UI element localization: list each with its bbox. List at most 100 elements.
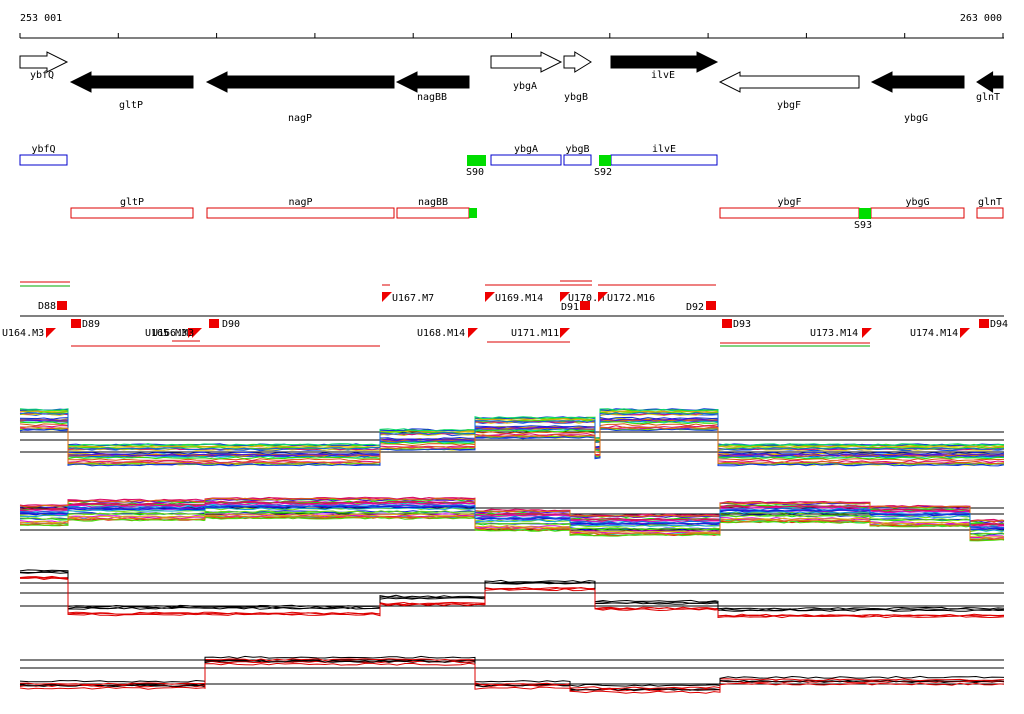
segment-label: U169.M14 [495,293,543,304]
axis-start: 253 001 [20,13,62,24]
segment-box [706,301,716,310]
expression-trace [19,659,1005,691]
annotation-box [396,207,470,219]
annotation-box [19,154,68,166]
expression-trace [19,500,1005,526]
segment-label: D91 [561,302,579,313]
expression-trace [20,418,1005,457]
segment-label: U173.M14 [810,328,858,339]
segment-box [209,319,219,328]
segment-flag [560,292,570,302]
expression-trace [19,497,1005,523]
expression-trace [19,571,1005,612]
site-label: S93 [854,220,872,231]
site-label: S92 [594,167,612,178]
annotation-label: ybgG [905,197,929,208]
annotation-box [610,154,718,166]
expression-trace [19,504,1005,529]
gene-arrow [395,71,470,93]
annotation-box [490,154,562,166]
segment-flag [468,328,478,338]
annotation-label: ybgF [777,197,801,208]
annotation-box [870,207,965,219]
annotation-label: ilvE [652,144,676,155]
gene-label: glnT [976,92,1000,103]
gene-arrow [69,71,194,93]
segment-flag [960,328,970,338]
expression-trace [19,510,1005,535]
segment-label: U171.M11 [511,328,559,339]
segment-box [57,301,67,310]
gene-label: ilvE [651,70,675,81]
segment-label: D94 [990,319,1008,330]
gene-label: gltP [119,100,143,111]
expression-trace [19,412,1005,451]
gene-label: ybfQ [30,70,54,81]
segment-label: D92 [686,302,704,313]
gene-arrow [490,51,563,73]
expression-trace [19,421,1005,460]
expression-trace [19,655,1005,687]
expression-trace [19,505,1005,531]
segment-box [722,319,732,328]
expression-trace [19,502,1005,528]
segment-box [71,319,81,328]
segment-label: U166.M3 [152,328,194,339]
expression-trace [19,410,1005,448]
site-label: S90 [466,167,484,178]
annotation-box [719,207,860,219]
expression-trace [19,570,1005,612]
gene-label: ybgG [904,113,928,124]
gene-label: ybgA [513,81,537,92]
segment-label: U170.M [568,293,604,304]
gene-arrow [205,71,395,93]
gene-arrow [563,51,592,73]
expression-trace [19,513,1005,538]
expression-trace [19,419,1005,457]
gene-label: ybgB [564,92,588,103]
expression-trace [19,569,1005,610]
segment-flag [46,328,56,338]
annotation-label: ybgA [514,144,538,155]
annotation-label: glnT [978,197,1002,208]
segment-flag [485,292,495,302]
expression-trace [19,428,1005,467]
expression-trace [19,426,1005,465]
annotation-label: ybfQ [31,144,55,155]
expression-trace [19,408,1005,447]
annotation-label: ybgB [565,144,589,155]
segment-label: U167.M7 [392,293,434,304]
segment-label: D88 [38,301,56,312]
expression-trace [20,507,1005,532]
expression-trace [19,514,1005,540]
gene-label: nagBB [417,92,447,103]
segment-box [580,301,590,310]
expression-trace [19,658,1004,690]
annotation-label: gltP [120,197,144,208]
gene-arrow [19,51,69,73]
gene-arrow [870,71,965,93]
segment-label: D90 [222,319,240,330]
segment-label: D93 [733,319,751,330]
gene-label: nagP [288,113,312,124]
expression-trace [19,497,1005,522]
expression-trace [20,577,1005,619]
segment-flag [192,328,202,338]
expression-trace [19,423,1005,462]
site-box [469,208,477,218]
annotation-box [563,154,592,166]
segment-flag [598,292,608,302]
segment-flag [862,328,872,338]
annotation-label: nagP [288,197,312,208]
segment-label: U165.M3 [145,328,187,339]
segment-label: U174.M14 [910,328,958,339]
gene-label: ybgF [777,100,801,111]
annotation-box [70,207,194,219]
expression-trace [19,662,1005,694]
site-box [599,155,611,166]
annotation-box [206,207,395,219]
site-box [859,208,871,219]
segment-label: U164.M3 [2,328,44,339]
segment-box [979,319,989,328]
